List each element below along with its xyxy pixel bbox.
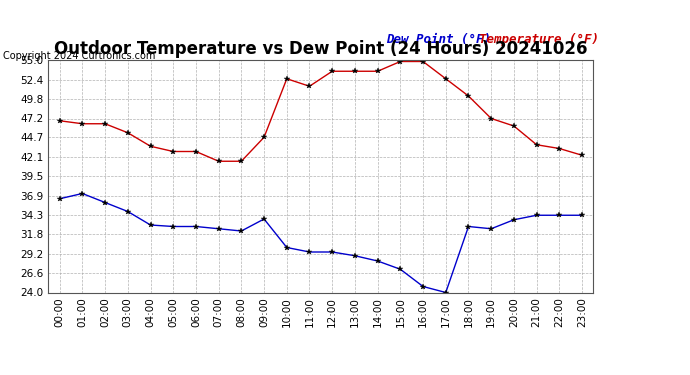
Title: Outdoor Temperature vs Dew Point (24 Hours) 20241026: Outdoor Temperature vs Dew Point (24 Hou…: [54, 40, 588, 58]
Text: Dew Point (°F): Dew Point (°F): [386, 33, 491, 46]
Text: Copyright 2024 Curtronics.com: Copyright 2024 Curtronics.com: [3, 51, 156, 61]
Text: Temperature (°F): Temperature (°F): [479, 33, 599, 46]
